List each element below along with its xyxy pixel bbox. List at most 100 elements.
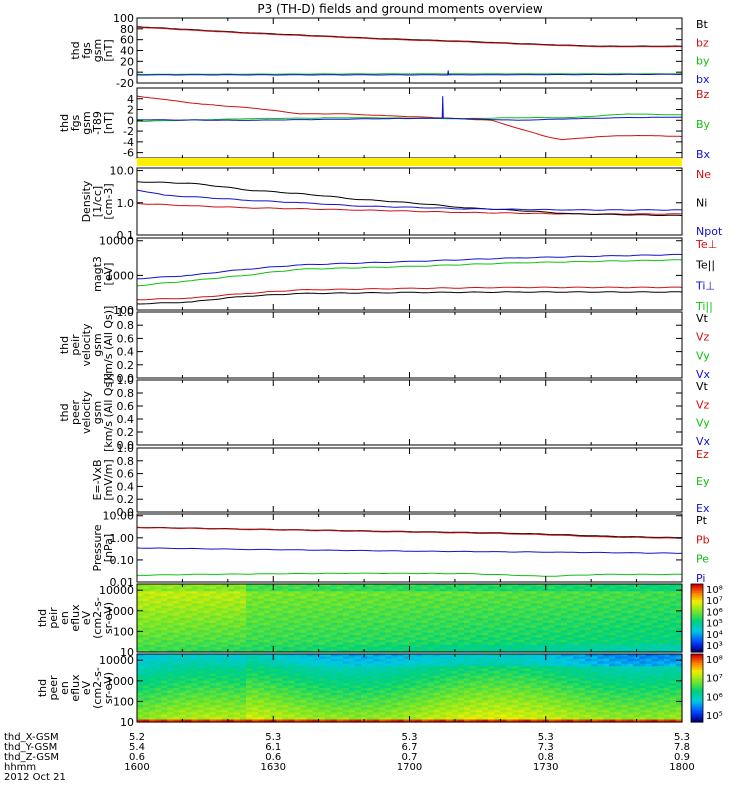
heatmap-cell xyxy=(270,700,277,704)
heatmap-cell xyxy=(433,618,441,622)
heatmap-cell xyxy=(270,668,277,672)
heatmap-cell xyxy=(324,605,332,609)
heatmap-cell xyxy=(536,663,544,667)
heatmap-cell xyxy=(542,627,550,631)
heatmap-cell xyxy=(433,678,441,682)
heatmap-cell xyxy=(233,683,241,687)
heatmap-cell xyxy=(500,712,507,716)
heatmap-cell xyxy=(385,642,392,646)
heatmap-cell xyxy=(633,598,641,602)
heatmap-cell xyxy=(239,591,247,595)
heatmap-cell xyxy=(264,700,271,704)
heatmap-cell xyxy=(464,610,471,614)
heatmap-cell xyxy=(258,615,265,619)
heatmap-cell xyxy=(675,605,683,609)
heatmap-cell xyxy=(585,644,592,648)
heatmap-cell xyxy=(258,610,265,614)
heatmap-cell xyxy=(155,605,162,609)
heatmap-cell xyxy=(367,627,374,631)
legend-Ez: Ez xyxy=(696,448,709,461)
heatmap-cell xyxy=(524,627,532,631)
heatmap-cell xyxy=(457,620,465,624)
heatmap-cell xyxy=(348,620,356,624)
heatmap-cell xyxy=(173,680,180,684)
heatmap-cell xyxy=(233,688,241,692)
heatmap-cell xyxy=(167,695,174,699)
heatmap-cell xyxy=(324,635,332,639)
heatmap-cell xyxy=(488,632,495,636)
heatmap-cell xyxy=(252,610,259,614)
heatmap-cell xyxy=(530,666,538,670)
heatmap-cell xyxy=(433,680,441,684)
heatmap-cell xyxy=(663,605,671,609)
y-axis-label: [cm-3] xyxy=(102,183,115,219)
heatmap-cell xyxy=(276,675,283,679)
heatmap-cell xyxy=(367,601,374,605)
heatmap-cell xyxy=(149,719,156,723)
heatmap-cell xyxy=(506,605,514,609)
heatmap-cell xyxy=(615,596,623,600)
heatmap-cell xyxy=(615,615,623,619)
heatmap-cell xyxy=(536,591,544,595)
heatmap-cell xyxy=(385,644,392,648)
heatmap-cell xyxy=(403,661,411,665)
heatmap-cell xyxy=(167,630,174,634)
heatmap-cell xyxy=(518,596,526,600)
heatmap-cell xyxy=(663,598,671,602)
heatmap-cell xyxy=(421,656,429,660)
heatmap-cell xyxy=(373,690,380,694)
heatmap-cell xyxy=(342,644,350,648)
heatmap-cell xyxy=(403,618,411,622)
heatmap-cell xyxy=(451,714,459,718)
heatmap-cell xyxy=(185,632,193,636)
heatmap-cell xyxy=(457,673,465,677)
heatmap-cell xyxy=(155,666,162,670)
heatmap-cell xyxy=(669,615,677,619)
heatmap-cell xyxy=(512,584,520,588)
heatmap-cell xyxy=(342,717,350,721)
heatmap-cell xyxy=(137,719,144,723)
heatmap-cell xyxy=(203,666,211,670)
heatmap-cell xyxy=(566,649,574,653)
heatmap-cell xyxy=(276,632,283,636)
heatmap-cell xyxy=(185,605,193,609)
legend-Vx: Vx xyxy=(696,435,711,448)
heatmap-cell xyxy=(361,635,368,639)
heatmap-cell xyxy=(137,586,144,590)
heatmap-cell xyxy=(500,714,507,718)
heatmap-cell xyxy=(500,673,507,677)
heatmap-cell xyxy=(258,680,265,684)
heatmap-cell xyxy=(403,613,411,617)
heatmap-cell xyxy=(137,598,144,602)
heatmap-cell xyxy=(215,668,223,672)
heatmap-cell xyxy=(179,675,187,679)
heatmap-cell xyxy=(512,702,520,706)
heatmap-cell xyxy=(439,632,447,636)
heatmap-cell xyxy=(294,697,302,701)
heatmap-cell xyxy=(433,666,441,670)
heatmap-cell xyxy=(221,719,229,723)
heatmap-cell xyxy=(482,658,489,662)
heatmap-cell xyxy=(397,632,405,636)
heatmap-cell xyxy=(373,620,380,624)
heatmap-cell xyxy=(530,663,538,667)
heatmap-cell xyxy=(161,719,168,723)
heatmap-cell xyxy=(391,601,398,605)
heatmap-cell xyxy=(179,637,187,641)
heatmap-cell xyxy=(361,625,368,629)
heatmap-cell xyxy=(675,635,683,639)
heatmap-cell xyxy=(621,622,629,626)
heatmap-cell xyxy=(451,586,459,590)
heatmap-cell xyxy=(403,695,411,699)
heatmap-cell xyxy=(542,671,550,675)
heatmap-cell xyxy=(591,605,598,609)
heatmap-cell xyxy=(512,668,520,672)
heatmap-cell xyxy=(318,675,326,679)
heatmap-cell xyxy=(457,705,465,709)
heatmap-cell xyxy=(560,588,568,592)
heatmap-cell xyxy=(149,615,156,619)
heatmap-cell xyxy=(342,596,350,600)
heatmap-cell xyxy=(603,591,610,595)
heatmap-cell xyxy=(379,637,386,641)
heatmap-cell xyxy=(227,705,235,709)
